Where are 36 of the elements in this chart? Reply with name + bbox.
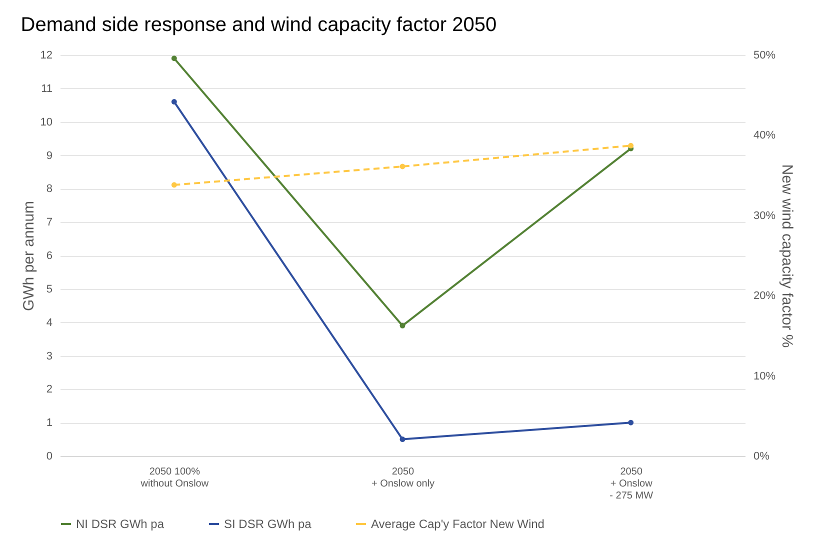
y2-tick-label: 0% [754, 450, 770, 462]
y-tick-label: 0 [46, 450, 52, 462]
point [400, 436, 406, 442]
y-tick-label: 2 [46, 384, 52, 396]
y-tick-label: 3 [46, 350, 52, 362]
y-tick-label: 12 [40, 50, 52, 62]
point [171, 56, 177, 62]
chart-title: Demand side response and wind capacity factor 2050 [20, 14, 497, 36]
point [171, 182, 177, 188]
y-tick-label: 7 [46, 216, 52, 229]
legend-label: NI DSR GWh pa [76, 517, 164, 531]
point [628, 420, 634, 426]
y-tick-label: 10 [40, 116, 52, 128]
point [400, 164, 406, 170]
y-tick-label: 11 [41, 82, 52, 95]
y2-tick-label: 50% [754, 50, 776, 62]
y-axis-title: GWh per annum [20, 200, 38, 312]
y-tick-label: 6 [46, 250, 52, 262]
legend-label: SI DSR GWh pa [224, 517, 312, 531]
legend-label: Average Cap'y Factor New Wind [371, 517, 544, 531]
y-tick-label: 5 [46, 283, 52, 296]
y2-tick-label: 30% [754, 210, 776, 222]
point [171, 99, 177, 105]
y-tick-label: 9 [46, 150, 52, 162]
x-tick-label: 2050 100% without Onslow [140, 466, 210, 490]
x-tick-label: 2050 + Onslow - 275 MW [610, 466, 654, 502]
y2-tick-label: 10% [754, 370, 776, 382]
point [400, 322, 406, 328]
x-tick-label: 2050 + Onslow only [371, 466, 435, 490]
y-tick-label: 8 [46, 183, 52, 196]
y2-tick-label: 40% [754, 130, 776, 142]
y2-axis-title: New wind capacity factor % [778, 164, 796, 348]
y-tick-label: 1 [46, 417, 52, 430]
y2-tick-label: 20% [754, 290, 776, 302]
y-tick-label: 4 [46, 316, 52, 329]
point [628, 142, 634, 148]
